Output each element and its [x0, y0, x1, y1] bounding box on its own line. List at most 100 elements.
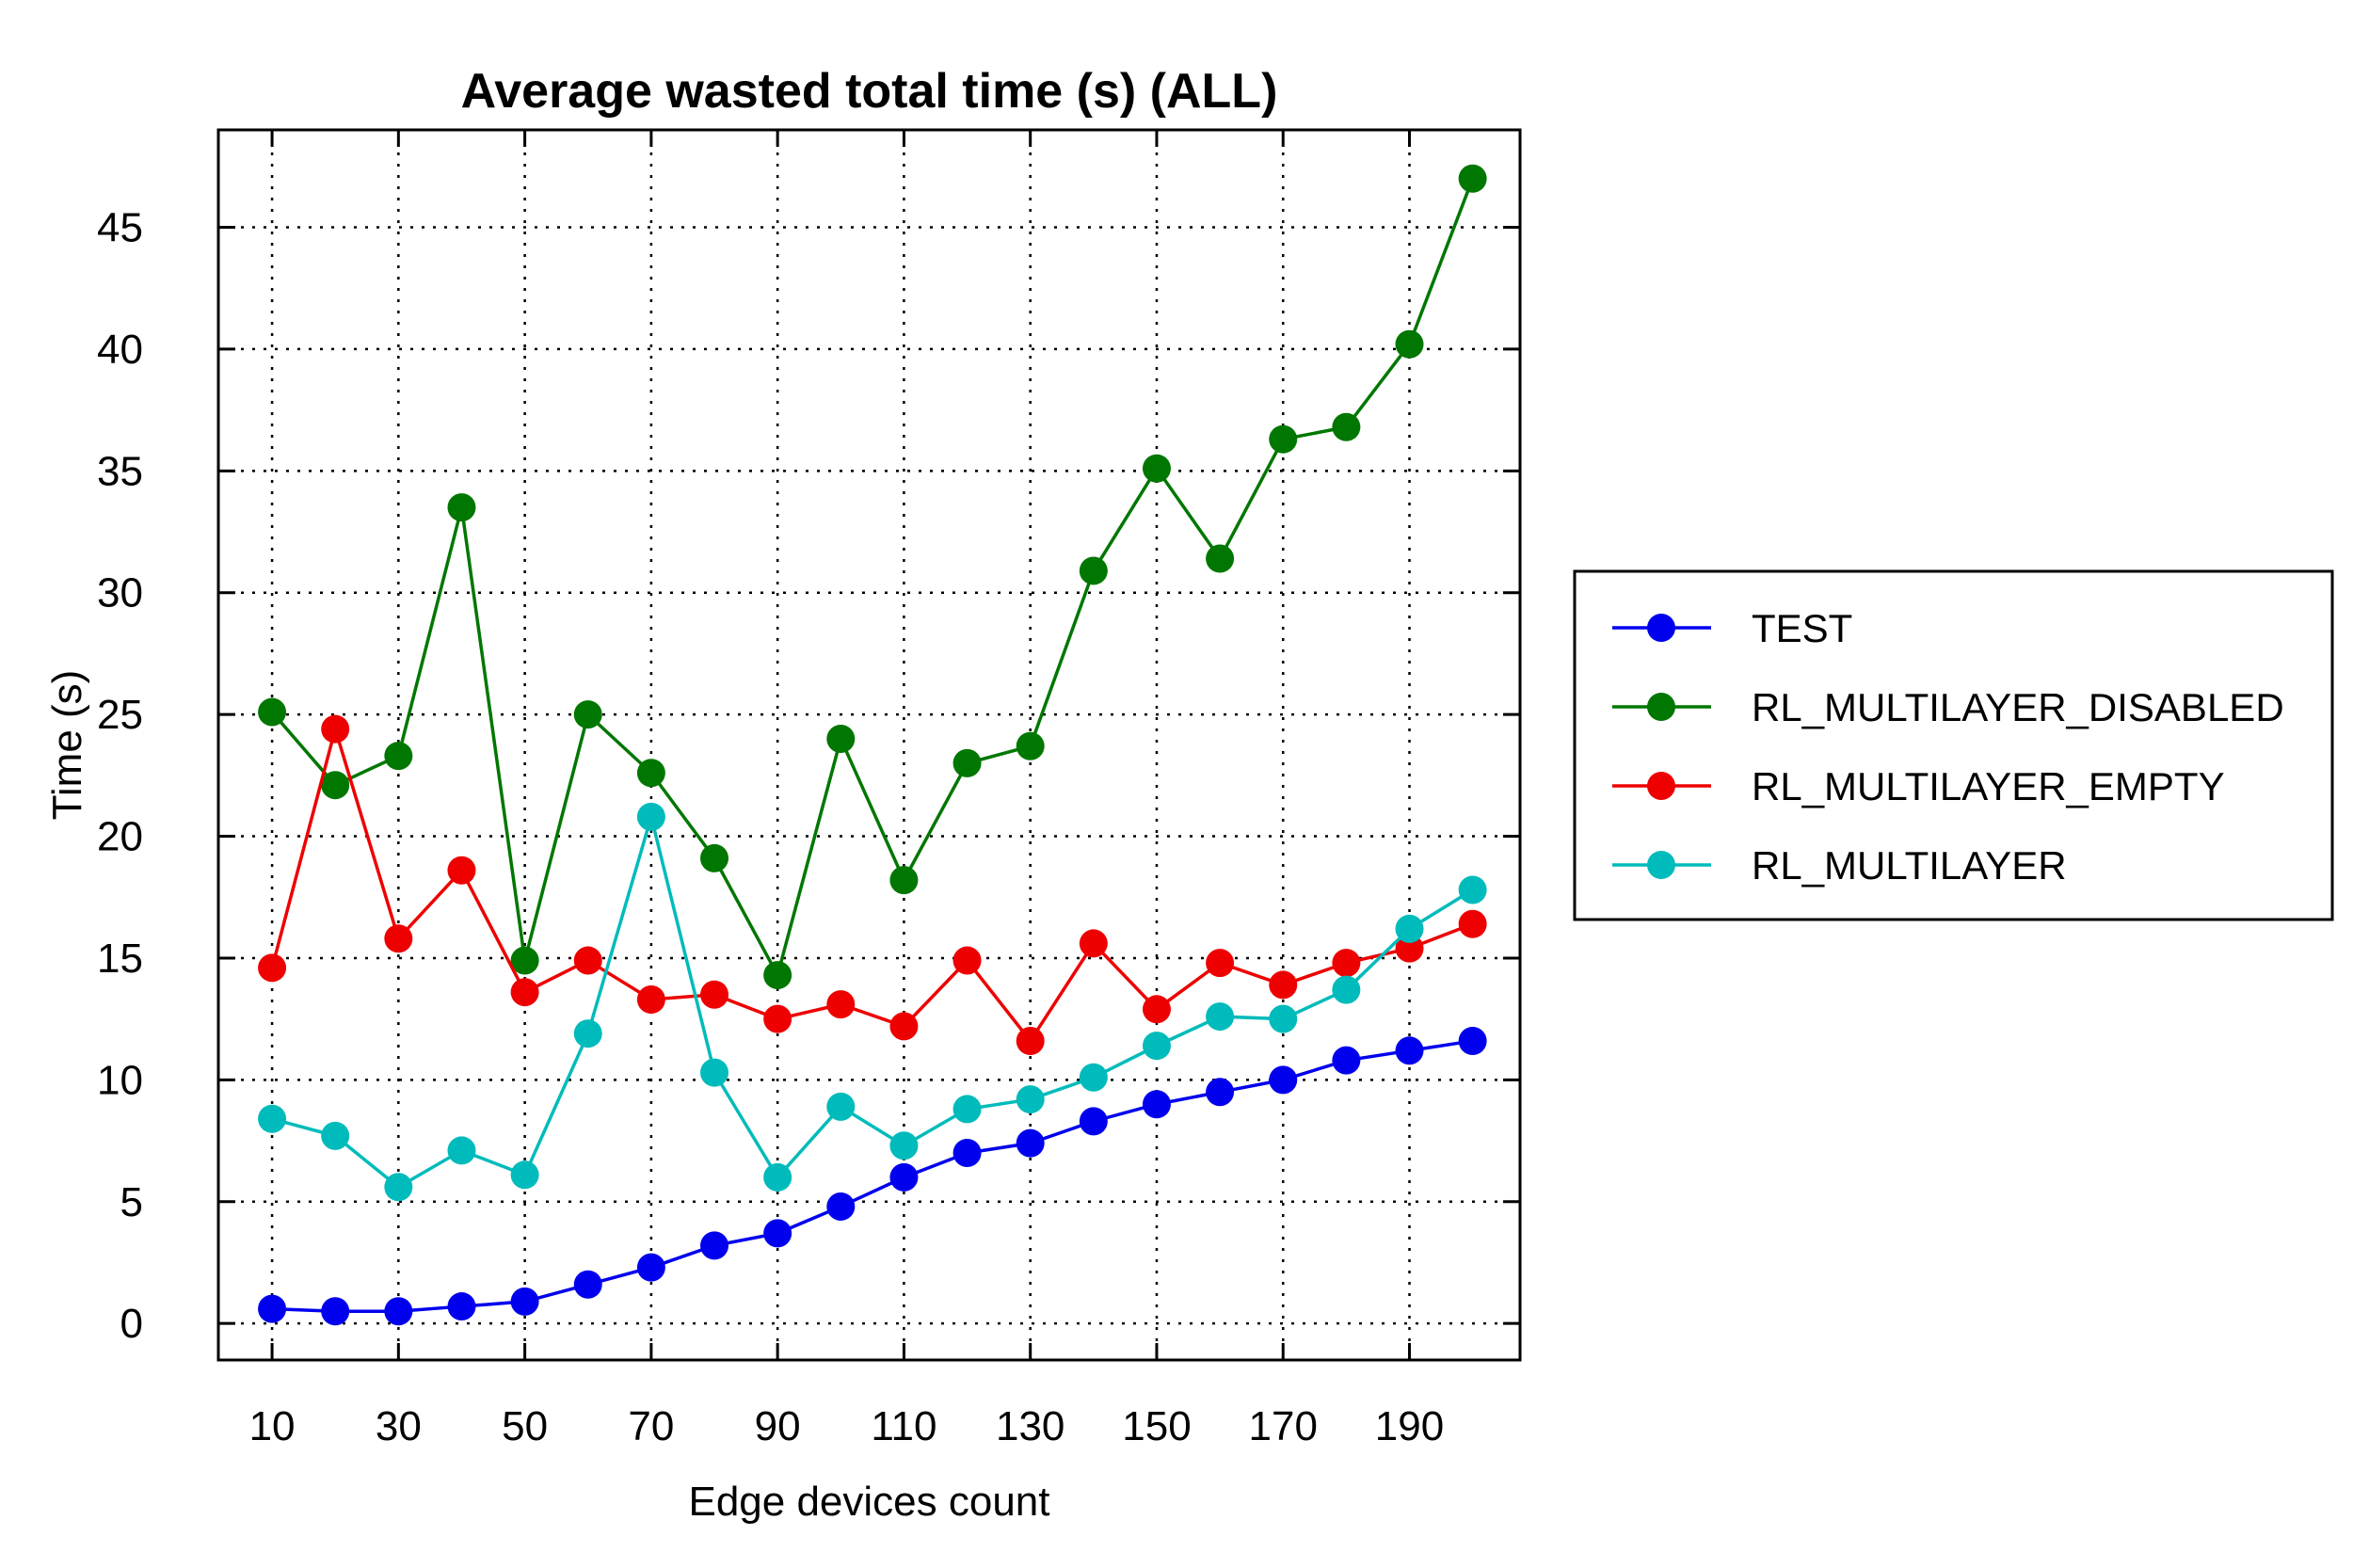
data-point: [1142, 1090, 1171, 1119]
data-point: [258, 697, 287, 727]
data-point: [1016, 1026, 1045, 1055]
data-point: [636, 1253, 665, 1282]
legend-item: RL_MULTILAYER_DISABLED: [1612, 685, 2284, 729]
y-tick-label: 40: [97, 327, 143, 373]
x-tick-label: 30: [376, 1403, 422, 1449]
legend-label: RL_MULTILAYER: [1752, 843, 2067, 888]
data-point: [1079, 1107, 1108, 1136]
legend-item: TEST: [1612, 606, 1852, 650]
data-point: [447, 1136, 476, 1165]
data-point: [1395, 934, 1424, 963]
y-tick-label: 45: [97, 205, 143, 251]
data-point: [258, 953, 287, 983]
x-tick-label: 10: [249, 1403, 296, 1449]
data-point: [510, 946, 539, 975]
data-point: [700, 1058, 729, 1087]
legend: TEST RL_MULTILAYER_DISABLED RL_MULTILAYER_…: [1573, 569, 2334, 921]
data-point: [1206, 1002, 1235, 1032]
data-point: [321, 771, 350, 800]
series-test: [258, 1026, 1487, 1326]
data-point: [384, 924, 413, 953]
data-point: [321, 1121, 350, 1150]
legend-swatch-marker: [1647, 772, 1675, 800]
data-point: [1332, 975, 1361, 1004]
x-tick-label: 110: [871, 1403, 936, 1449]
data-point: [573, 1019, 602, 1048]
data-point: [952, 748, 982, 777]
data-point: [1458, 164, 1487, 193]
data-point: [1269, 424, 1298, 454]
data-point: [889, 1162, 919, 1192]
y-tick-label: 20: [97, 814, 143, 860]
data-point: [1016, 1085, 1045, 1114]
x-axis-label: Edge devices count: [688, 1479, 1049, 1525]
data-point: [889, 866, 919, 895]
data-point: [1395, 329, 1424, 359]
x-tick-label: 170: [1249, 1403, 1318, 1449]
x-tick-label: 70: [628, 1403, 674, 1449]
data-point: [763, 1004, 792, 1033]
legend-label: TEST: [1752, 606, 1852, 650]
data-point: [636, 759, 665, 788]
data-point: [636, 984, 665, 1014]
data-point: [763, 1162, 792, 1192]
data-point: [1206, 1078, 1235, 1107]
y-tick-label: 10: [97, 1057, 143, 1103]
data-point: [1332, 1046, 1361, 1075]
y-tick-labels: 0 5 10 15 20 25 30 35 40 45: [97, 205, 143, 1348]
legend-label: RL_MULTILAYER_DISABLED: [1752, 685, 2284, 729]
grid-lines: [218, 130, 1520, 1360]
data-point: [700, 980, 729, 1009]
data-point: [1016, 731, 1045, 760]
chart-title: Average wasted total time (s) (ALL): [461, 64, 1278, 119]
data-point: [1269, 1065, 1298, 1095]
data-point: [952, 946, 982, 975]
data-point: [321, 714, 350, 744]
data-point: [384, 742, 413, 771]
data-point: [826, 1192, 856, 1221]
legend-item: RL_MULTILAYER: [1612, 843, 2067, 888]
series-rl-multilayer-empty: [258, 714, 1487, 1055]
data-point: [826, 1092, 856, 1121]
legend-swatch-marker: [1647, 614, 1675, 642]
legend-swatch-marker: [1647, 693, 1675, 721]
data-point: [447, 856, 476, 885]
y-tick-label: 30: [97, 570, 143, 616]
data-point: [1016, 1128, 1045, 1158]
data-point: [384, 1173, 413, 1202]
data-point: [1458, 909, 1487, 938]
data-point: [889, 1131, 919, 1160]
data-point: [1206, 544, 1235, 573]
data-point: [636, 802, 665, 831]
x-tick-label: 90: [755, 1403, 801, 1449]
series-rl-multilayer: [258, 802, 1487, 1202]
data-point: [1269, 970, 1298, 1000]
x-tick-label: 190: [1375, 1403, 1444, 1449]
data-point: [573, 946, 602, 975]
data-point: [1395, 914, 1424, 943]
data-point: [700, 1231, 729, 1260]
data-point: [510, 1287, 539, 1316]
series-rl-multilayer-disabled: [258, 164, 1487, 990]
data-point: [510, 1160, 539, 1190]
data-point: [573, 1270, 602, 1299]
data-point: [1142, 995, 1171, 1024]
data-point: [1079, 929, 1108, 958]
data-point: [826, 725, 856, 754]
plot-frame: [216, 128, 1522, 1362]
data-point: [700, 843, 729, 872]
data-point: [321, 1297, 350, 1326]
data-point: [573, 700, 602, 729]
data-point: [1332, 412, 1361, 441]
data-point: [447, 1292, 476, 1321]
legend-swatch-marker: [1647, 851, 1675, 879]
data-point: [889, 1012, 919, 1041]
x-tick-label: 130: [996, 1403, 1064, 1449]
data-point: [1142, 1032, 1171, 1061]
data-point: [1395, 1036, 1424, 1065]
data-point: [384, 1297, 413, 1326]
data-point: [1332, 949, 1361, 978]
y-tick-label: 25: [97, 692, 143, 738]
data-point: [1142, 454, 1171, 483]
